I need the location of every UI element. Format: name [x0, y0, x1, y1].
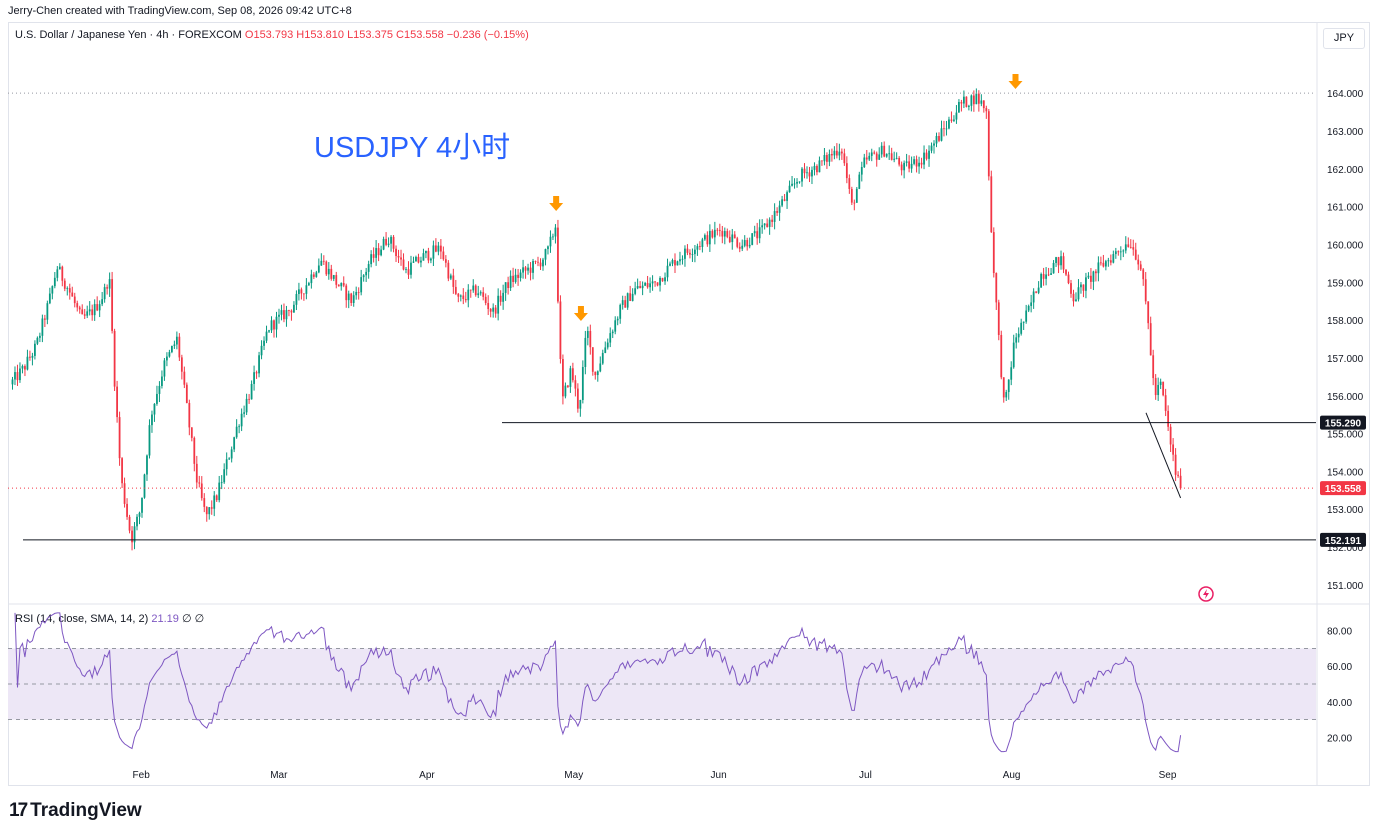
rsi-extra: ∅ ∅ — [181, 613, 205, 625]
ohlc-low: L153.375 — [347, 29, 393, 41]
brand-text: TradingView — [30, 800, 142, 821]
rsi-legend: RSI (14, close, SMA, 14, 2) 21.19 ∅ ∅ — [15, 612, 204, 625]
chart-credit: Jerry-Chen created with TradingView.com,… — [8, 5, 352, 17]
ohlc-change: −0.236 (−0.15%) — [446, 29, 529, 41]
rsi-label[interactable]: RSI (14, close, SMA, 14, 2) — [15, 613, 149, 625]
tradingview-logo[interactable]: 17 TradingView — [9, 800, 142, 822]
currency-button[interactable]: JPY — [1323, 28, 1365, 49]
tradingview-icon: 17 — [9, 800, 28, 821]
ohlc-open: O153.793 — [244, 29, 294, 41]
ohlc-close: C153.558 — [396, 29, 444, 41]
rsi-value: 21.19 — [151, 613, 179, 625]
chart-frame — [8, 22, 1370, 786]
symbol-legend: U.S. Dollar / Japanese Yen · 4h · FOREXC… — [15, 29, 529, 41]
symbol-name[interactable]: U.S. Dollar / Japanese Yen · 4h · FOREXC… — [15, 29, 242, 41]
ohlc-high: H153.810 — [296, 29, 344, 41]
chart-annotation[interactable]: USDJPY 4小时 — [314, 132, 511, 164]
